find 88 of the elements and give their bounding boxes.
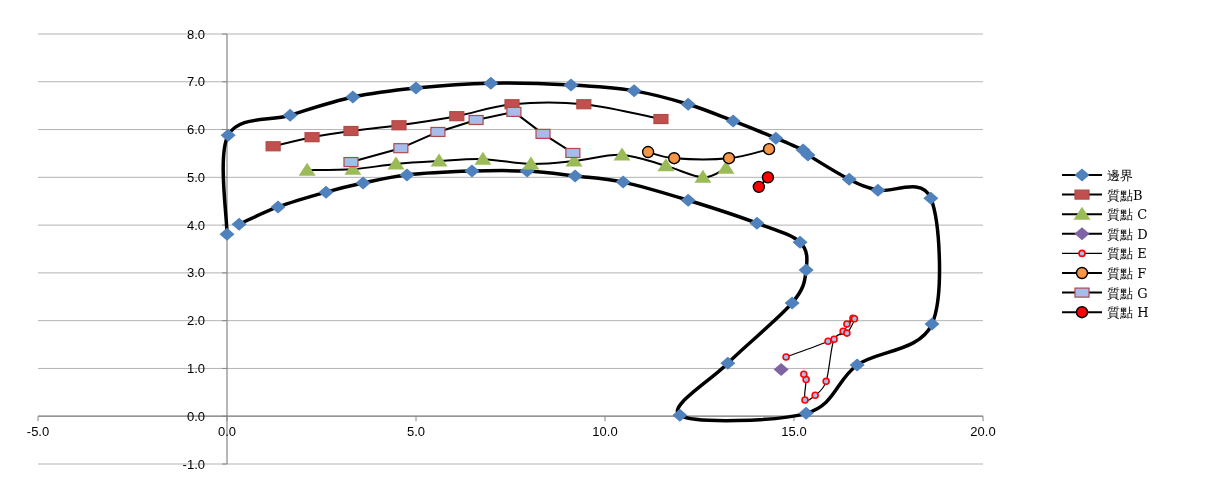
point <box>800 370 808 378</box>
point <box>680 97 696 111</box>
legend-label: 質點 C <box>1107 207 1148 223</box>
point <box>474 151 492 165</box>
point <box>343 125 359 137</box>
point <box>318 185 334 199</box>
point <box>408 81 424 95</box>
point <box>468 114 484 126</box>
y-tick-label: 0.0 <box>186 408 205 424</box>
point <box>680 193 696 207</box>
point <box>626 84 642 98</box>
point <box>430 153 448 167</box>
point <box>717 160 735 174</box>
legend-label: 質點 H <box>1107 305 1149 321</box>
point <box>722 152 736 165</box>
point <box>762 142 776 156</box>
point <box>761 171 775 184</box>
point <box>822 377 830 386</box>
point <box>824 337 832 346</box>
point <box>752 180 766 194</box>
legend-label: 質點 G <box>1107 285 1148 301</box>
point <box>667 152 681 165</box>
point <box>567 169 583 183</box>
point <box>563 78 579 92</box>
legend-label: 質點 E <box>1107 246 1147 262</box>
point <box>841 172 857 186</box>
x-tick-label: 15.0 <box>781 424 807 440</box>
y-tick-label: 8.0 <box>186 26 205 42</box>
y-tick-label: 4.0 <box>186 217 205 233</box>
y-tick-label: -1.0 <box>182 456 205 472</box>
legend-label: 質點 F <box>1107 266 1147 281</box>
x-tick-label: -5.0 <box>26 424 50 440</box>
x-tick-label: 20.0 <box>970 424 996 440</box>
point <box>282 108 298 122</box>
point <box>798 263 814 277</box>
point <box>653 113 669 125</box>
point <box>615 175 631 189</box>
point <box>430 126 446 138</box>
point <box>923 191 939 205</box>
point <box>924 317 940 331</box>
point <box>694 169 712 183</box>
point <box>749 216 765 230</box>
point <box>219 227 235 241</box>
point <box>849 358 865 372</box>
point <box>725 114 741 128</box>
legend-label: 質點B <box>1107 187 1143 203</box>
point <box>843 329 851 337</box>
point <box>220 128 236 142</box>
point <box>801 396 809 404</box>
y-tick-label: 1.0 <box>186 360 205 376</box>
point <box>782 353 790 361</box>
point <box>522 156 540 170</box>
point <box>792 235 808 249</box>
point <box>355 176 371 190</box>
y-tick-label: 7.0 <box>186 74 205 90</box>
point <box>345 90 361 104</box>
point <box>870 183 886 197</box>
point <box>270 200 286 214</box>
y-tick-label: 3.0 <box>186 265 205 281</box>
y-tick-label: 6.0 <box>186 122 205 138</box>
point <box>800 148 816 162</box>
point <box>343 156 359 168</box>
point <box>387 156 405 170</box>
y-tick-label: 2.0 <box>186 313 205 329</box>
point <box>464 164 480 178</box>
point <box>720 356 736 370</box>
legend-label: 質點 D <box>1107 226 1148 242</box>
point <box>830 335 838 344</box>
point <box>565 147 581 159</box>
point <box>843 320 851 328</box>
legend-label: 邊界 <box>1107 168 1133 183</box>
point <box>298 162 316 176</box>
point <box>641 145 655 159</box>
point <box>613 147 631 161</box>
point <box>657 158 675 172</box>
x-tick-label: 0.0 <box>217 424 237 440</box>
point <box>231 217 247 231</box>
point <box>784 296 800 310</box>
x-tick-label: 10.0 <box>592 424 618 440</box>
point <box>768 131 784 145</box>
point <box>811 391 819 399</box>
point <box>802 375 810 384</box>
point <box>798 406 814 420</box>
x-tick-label: 5.0 <box>406 424 426 440</box>
point <box>672 408 688 422</box>
point <box>483 76 499 90</box>
point <box>399 168 415 182</box>
y-tick-label: 5.0 <box>186 169 205 185</box>
